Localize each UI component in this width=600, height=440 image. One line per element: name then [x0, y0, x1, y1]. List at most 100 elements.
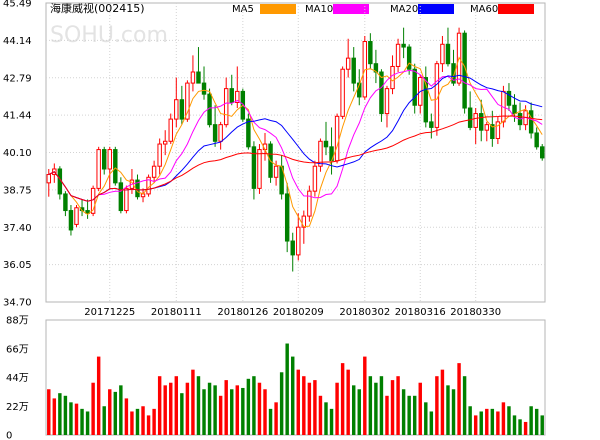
volume-bar — [407, 395, 411, 435]
volume-bar — [518, 419, 522, 435]
candle-body — [201, 82, 207, 95]
volume-bar — [252, 376, 256, 435]
price-tick-label: 40.10 — [3, 148, 32, 159]
volume-bar — [91, 382, 95, 435]
candle-body — [212, 124, 218, 142]
chart-title: 海康威视(002415) — [50, 1, 145, 15]
price-tick-label: 34.70 — [3, 298, 32, 309]
volume-bar — [185, 382, 190, 435]
volume-bar — [385, 395, 389, 435]
volume-bar — [47, 389, 51, 435]
ma-line-ma60 — [48, 115, 543, 202]
volume-bar — [146, 415, 151, 435]
volume-bar — [324, 402, 328, 435]
volume-bar — [302, 376, 306, 435]
candle-body — [406, 46, 412, 70]
candle-body — [296, 226, 301, 256]
ma-line-ma20 — [48, 74, 543, 202]
date-tick-label: 20180209 — [273, 307, 324, 318]
candle-body — [490, 124, 495, 140]
candle-body — [124, 187, 129, 212]
candle-body — [334, 115, 340, 162]
candlestick-series — [46, 27, 545, 272]
candle-body — [196, 71, 201, 84]
volume-bar — [318, 395, 323, 435]
candle-body — [440, 43, 445, 65]
price-tick-label: 37.40 — [3, 223, 32, 234]
legend-swatch — [498, 4, 534, 14]
date-axis-ticks: 20171225 20180111 20180126 20180209 20180302… — [84, 307, 501, 318]
candle-body — [451, 63, 456, 84]
candle-body — [479, 113, 484, 131]
volume-bar — [58, 393, 62, 435]
legend: MA5 MA10 MA20 MA60 — [232, 4, 534, 15]
candle-body — [412, 68, 417, 106]
volume-bar — [85, 411, 90, 435]
ma-line-ma10 — [48, 69, 543, 202]
candle-body — [162, 140, 168, 145]
candle-body — [223, 88, 229, 126]
date-tick-label: 20171225 — [84, 307, 135, 318]
volume-bar — [523, 421, 528, 435]
volume-bar — [501, 402, 506, 435]
volume-bar — [374, 382, 378, 435]
candle-body — [273, 165, 279, 178]
volume-bar — [401, 389, 406, 435]
volume-bar — [80, 408, 84, 435]
price-tick-label: 44.14 — [3, 36, 32, 47]
candle-body — [63, 193, 68, 212]
volume-bar — [435, 376, 439, 435]
candle-body — [218, 124, 223, 142]
volume-bar — [96, 356, 101, 435]
candle-body — [96, 149, 101, 189]
candle-body — [345, 57, 351, 70]
volume-bar — [512, 415, 517, 435]
volume-bar — [357, 389, 361, 435]
candle-body — [235, 90, 240, 103]
volume-bar — [451, 389, 456, 435]
volume-bar — [213, 385, 217, 435]
volume-bar — [74, 403, 79, 435]
volume-bar — [152, 408, 156, 435]
legend-label: MA10 — [305, 4, 333, 15]
volume-bar — [313, 380, 317, 435]
candle-body — [540, 146, 545, 159]
volume-bar — [440, 369, 445, 435]
volume-bar — [351, 385, 356, 435]
volume-tick-label: 44万 — [6, 373, 29, 384]
candle-body — [190, 71, 196, 84]
volume-bar — [396, 376, 400, 435]
ma-line-ma5 — [48, 56, 543, 228]
candle-body — [318, 140, 323, 167]
candle-body — [312, 165, 318, 192]
candle-body — [307, 190, 312, 217]
candle-body — [251, 146, 257, 189]
candle-body — [157, 143, 162, 167]
volume-bar — [268, 408, 273, 435]
watermark: SOHU.com — [50, 23, 168, 48]
volume-bar — [218, 395, 223, 435]
price-tick-label: 36.05 — [3, 260, 32, 271]
candle-body — [467, 107, 473, 128]
volume-bar — [462, 376, 467, 435]
candle-body — [445, 43, 451, 65]
volume-bar — [263, 389, 267, 435]
volume-bar — [540, 415, 544, 435]
volume-bar — [191, 369, 195, 435]
date-tick-label: 20180126 — [217, 307, 268, 318]
candle-body — [90, 187, 96, 214]
candle-body — [528, 110, 534, 134]
volume-bar — [479, 411, 483, 435]
price-tick-label: 42.79 — [3, 73, 32, 84]
price-grid — [46, 3, 545, 302]
volume-bar — [379, 376, 384, 435]
volume-bar — [446, 385, 450, 435]
volume-bar — [224, 380, 228, 435]
volume-bar — [119, 385, 123, 435]
candle-body — [68, 210, 74, 231]
volume-bar — [335, 382, 339, 435]
volume-bar — [157, 376, 162, 435]
date-tick-label: 20180302 — [339, 307, 390, 318]
candle-body — [174, 99, 179, 120]
volume-bar — [274, 402, 278, 435]
